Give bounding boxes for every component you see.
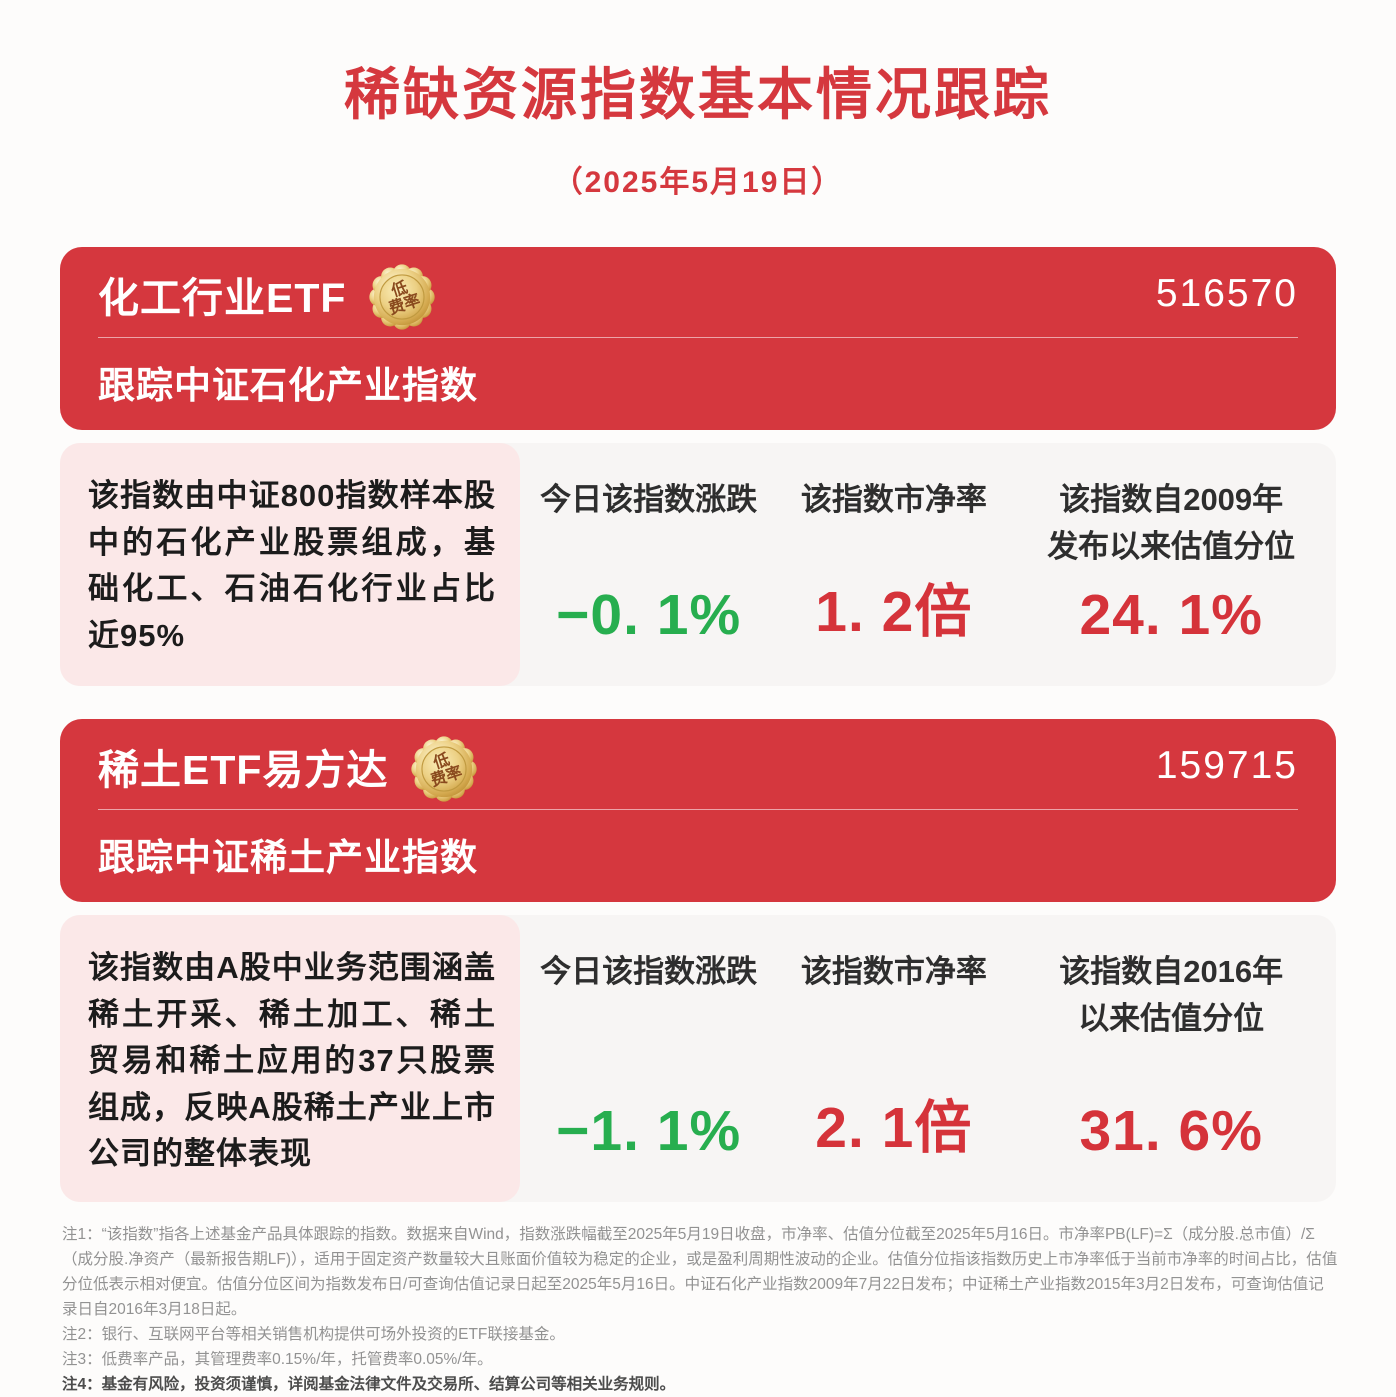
stat-value: 24. 1% <box>1079 583 1263 647</box>
tracking-index-subtitle: 跟踪中证石化产业指数 <box>98 365 478 406</box>
fund-code: 516570 <box>1155 272 1298 315</box>
stat-label-line: 该指数自2016年 <box>1059 954 1284 989</box>
low-fee-seal-icon: 低 费率 <box>411 736 478 802</box>
stat-pb-ratio: 该指数市净率 2. 1倍 <box>773 949 1014 1164</box>
page-title: 稀缺资源指数基本情况跟踪 <box>344 63 1052 126</box>
fund-card-header: 稀土ETF易方达 低 费率 159715 跟踪中证稀土产业指数 <box>60 719 1336 902</box>
fund-card-body: 该指数由中证800指数样本股中的石化产业股票组成，基础化工、石油石化行业占比近9… <box>60 443 1336 686</box>
fund-name: 稀土ETF易方达 <box>98 747 389 793</box>
footnote-4: 注4：基金有风险，投资须谨慎，详阅基金法律文件及交易所、结算公司等相关业务规则。 <box>62 1375 676 1393</box>
stat-label-line: 发布以来估值分位 <box>1047 528 1296 564</box>
header-divider <box>98 337 1298 338</box>
stats-row: 今日该指数涨跌 −1. 1% 该指数市净率 2. 1倍 该指数自2016年 以来… <box>520 915 1336 1202</box>
footnote-1: 注1：“该指数”指各上述基金产品具体跟踪的指数。数据来自Wind，指数涨跌幅截至… <box>62 1225 1338 1318</box>
stat-daily-change: 今日该指数涨跌 −0. 1% <box>524 477 773 648</box>
stat-value: 1. 2倍 <box>815 580 973 644</box>
badge-text-line1: 低 <box>388 277 410 300</box>
stat-valuation-percentile: 该指数自2016年 以来估值分位 31. 6% <box>1014 949 1328 1164</box>
stat-value: 2. 1倍 <box>815 1095 973 1160</box>
fund-card-body: 该指数由A股中业务范围涵盖稀土开采、稀土加工、稀土贸易和稀土应用的37只股票组成… <box>60 915 1336 1202</box>
stat-value: 31. 6% <box>1079 1098 1263 1163</box>
tracking-index-subtitle: 跟踪中证稀土产业指数 <box>98 837 478 878</box>
stat-label-line: 今日该指数涨跌 <box>540 482 758 517</box>
fund-card-header: 化工行业ETF 低 费率 516570 跟踪中证石化产业指数 <box>60 247 1336 430</box>
footnote-3: 注3：低费率产品，其管理费率0.15%/年，托管费率0.05%/年。 <box>62 1350 493 1368</box>
stat-label-line: 该指数市净率 <box>800 954 987 989</box>
stat-value: −0. 1% <box>556 583 742 647</box>
index-description: 该指数由A股中业务范围涵盖稀土开采、稀土加工、稀土贸易和稀土应用的37只股票组成… <box>60 915 520 1202</box>
page-header: 稀缺资源指数基本情况跟踪 （2025年5月19日） <box>0 0 1396 201</box>
stat-label-line: 该指数自2009年 <box>1059 482 1284 517</box>
stat-label-line: 以来估值分位 <box>1078 1000 1265 1036</box>
footnote-2: 注2：银行、互联网平台等相关销售机构提供可场外投资的ETF联接基金。 <box>62 1325 565 1343</box>
header-divider <box>98 809 1298 810</box>
stats-row: 今日该指数涨跌 −0. 1% 该指数市净率 1. 2倍 该指数自2009年 发布… <box>520 443 1336 686</box>
stat-daily-change: 今日该指数涨跌 −1. 1% <box>524 949 773 1164</box>
fund-name: 化工行业ETF <box>98 275 347 321</box>
fund-code: 159715 <box>1155 744 1298 787</box>
report-date: （2025年5月19日） <box>552 166 844 199</box>
stat-label-line: 该指数市净率 <box>800 482 987 517</box>
fund-card-chemical-etf: 化工行业ETF 低 费率 516570 跟踪中证石化产业指数 该指数由 <box>60 247 1336 686</box>
stat-value: −1. 1% <box>556 1098 742 1163</box>
low-fee-seal-icon: 低 费率 <box>369 264 436 330</box>
badge-text-line1: 低 <box>430 749 452 772</box>
index-description: 该指数由中证800指数样本股中的石化产业股票组成，基础化工、石油石化行业占比近9… <box>60 443 520 686</box>
stat-valuation-percentile: 该指数自2009年 发布以来估值分位 24. 1% <box>1014 477 1328 648</box>
fund-card-rare-earth-etf: 稀土ETF易方达 低 费率 159715 跟踪中证稀土产业指数 该指数 <box>60 719 1336 1202</box>
stat-label-line: 今日该指数涨跌 <box>540 954 758 989</box>
stat-pb-ratio: 该指数市净率 1. 2倍 <box>773 477 1014 648</box>
footnotes: 注1：“该指数”指各上述基金产品具体跟踪的指数。数据来自Wind，指数涨跌幅截至… <box>62 1222 1338 1397</box>
